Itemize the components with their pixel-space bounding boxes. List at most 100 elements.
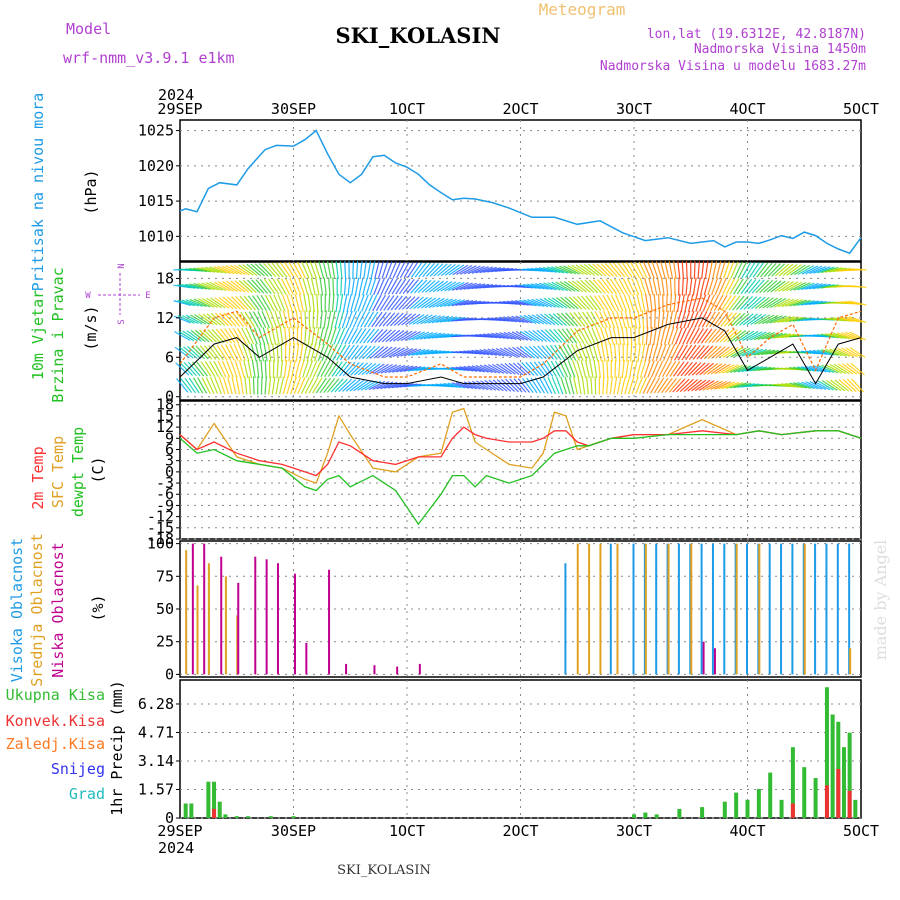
wind-barb	[770, 280, 786, 293]
cloud-bar	[768, 543, 771, 675]
wind-barb	[321, 343, 330, 362]
wind-barb	[229, 264, 246, 276]
wind-barb	[512, 346, 528, 359]
wind-barb	[627, 376, 635, 395]
wind-barb	[388, 261, 397, 279]
wind-barb	[200, 361, 212, 377]
wind-barb	[646, 377, 656, 394]
wind-barb	[216, 344, 228, 361]
wind-barb	[451, 366, 470, 372]
wind-barb	[189, 298, 207, 308]
wind-barb	[578, 327, 589, 345]
wind-barb	[316, 360, 326, 378]
wind-barb	[406, 279, 419, 294]
wind-barb	[619, 294, 628, 312]
wind-barb	[296, 261, 306, 279]
wind-barb	[201, 297, 219, 309]
wind-barb	[279, 327, 284, 345]
wind-barb	[660, 327, 666, 345]
wind-barb	[524, 346, 540, 359]
wind-barb	[479, 349, 497, 356]
wind-barb	[534, 377, 545, 394]
wind-barb	[753, 349, 772, 356]
wind-barb	[666, 344, 676, 361]
wind-barb	[367, 311, 379, 328]
wind-barb	[214, 297, 230, 309]
wind-barb	[243, 360, 249, 378]
wind-barb	[231, 312, 244, 327]
wind-barb	[639, 277, 647, 296]
wind-barb	[730, 347, 747, 358]
wind-barb	[777, 316, 795, 323]
wind-barb	[725, 382, 744, 389]
wind-barb	[691, 362, 706, 376]
wind-barb	[547, 377, 556, 394]
wind-barb	[319, 377, 332, 394]
wind-barb	[849, 347, 866, 358]
wind-barb	[234, 280, 250, 293]
precip-bar	[734, 792, 739, 818]
wind-barb	[778, 263, 794, 277]
wind-barb	[404, 331, 421, 341]
wind-barb	[617, 327, 622, 345]
wind-barb	[631, 277, 640, 296]
wind-barb	[198, 329, 214, 343]
precip-bar	[212, 808, 217, 818]
wind-barb	[398, 278, 411, 295]
wind-barb	[538, 267, 557, 273]
wind-barb	[561, 328, 574, 344]
wind-barb	[534, 267, 553, 273]
wind-barb	[425, 263, 440, 277]
wind-barb	[530, 267, 549, 273]
wind-barb	[594, 311, 605, 328]
wind-barb	[185, 314, 203, 325]
wind-barb	[372, 294, 382, 312]
wind-barb	[388, 347, 405, 358]
precip-bar	[722, 801, 727, 818]
wind-barb	[460, 265, 477, 275]
wind-barb	[694, 311, 704, 328]
wind-barb	[396, 330, 413, 342]
wind-barb	[606, 294, 617, 312]
wind-barb	[372, 363, 389, 375]
wind-barb	[781, 316, 799, 323]
wind-barb	[507, 300, 525, 306]
top-tick-label: 4OCT	[729, 100, 765, 118]
wind-barb	[187, 361, 201, 377]
wind-barb	[789, 299, 807, 307]
precip-bars	[183, 687, 858, 818]
wind-barb	[307, 326, 311, 346]
wind-barb	[463, 265, 481, 275]
precip-bar	[189, 803, 194, 818]
wind-barb	[618, 343, 621, 362]
precip-bar	[813, 778, 818, 818]
wind-barb	[423, 350, 442, 355]
wind-barb	[349, 310, 358, 329]
wind-barb	[655, 343, 663, 362]
precip-bar	[223, 814, 228, 818]
wind-barb	[306, 343, 313, 362]
wind-barb	[790, 264, 806, 276]
wind-barb	[295, 343, 300, 362]
page-title: SKI_KOLASIN	[336, 23, 501, 48]
wind-barb	[181, 283, 200, 290]
wind-barb	[685, 260, 688, 280]
wind-barb	[651, 261, 659, 279]
wind-barb	[268, 278, 280, 295]
wind-barb	[500, 363, 516, 375]
wind-barb	[408, 313, 425, 326]
wind-axis-label-1: 10m Vjetar	[29, 290, 47, 380]
precip-bar	[790, 747, 795, 818]
wind-barb	[801, 300, 819, 306]
wind-barb	[785, 281, 803, 292]
wind-barb	[739, 296, 753, 310]
wind-barb	[809, 265, 827, 275]
wind-barb	[236, 311, 248, 328]
wind-barb	[848, 315, 867, 324]
wind-barb	[801, 282, 819, 291]
wind-barb	[202, 313, 218, 326]
wind-barb	[851, 378, 865, 393]
precip-bar	[212, 781, 217, 818]
wind-barb	[555, 265, 573, 275]
wind-barb	[834, 379, 850, 392]
